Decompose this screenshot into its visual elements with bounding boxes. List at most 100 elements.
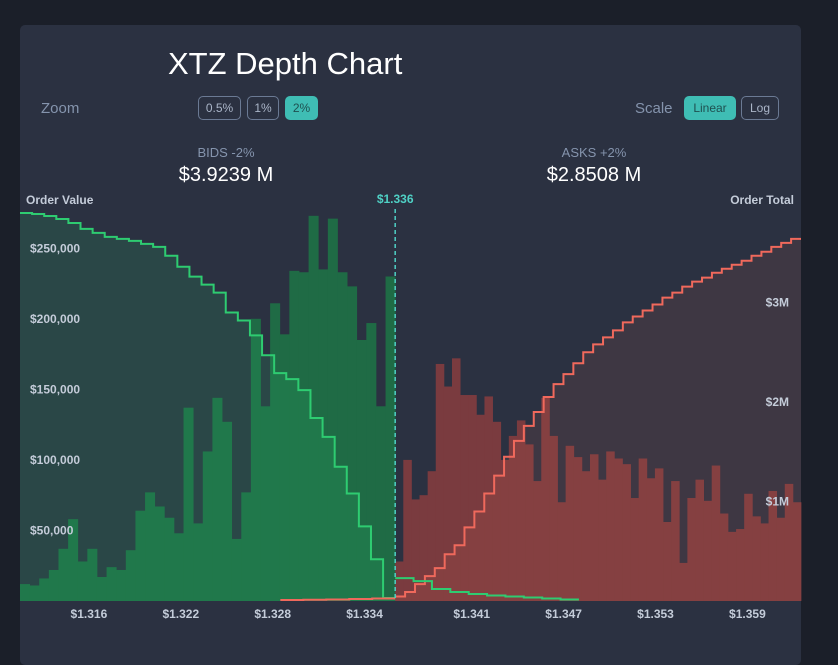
ask-bar (663, 521, 672, 601)
scale-linear-button[interactable]: Linear (684, 96, 736, 120)
x-tick-label: $1.341 (453, 607, 490, 621)
bid-bar (68, 519, 79, 601)
ask-bar (589, 454, 599, 601)
x-tick-label: $1.353 (637, 607, 674, 621)
bid-bar (347, 286, 358, 601)
ask-bar (671, 481, 680, 601)
bid-bar (29, 585, 40, 601)
bid-bar (202, 451, 213, 601)
ask-bar (760, 523, 769, 601)
ask-depth-line (395, 237, 801, 598)
bids-value: $3.9239 M (178, 164, 274, 186)
left-tick-label: $50,000 (30, 523, 74, 537)
ask-bar (606, 451, 615, 601)
ask-bar (541, 397, 550, 601)
bid-bar (96, 577, 107, 601)
ask-bar (411, 499, 420, 601)
ask-bar (500, 459, 510, 601)
ask-bar (784, 483, 794, 601)
ask-bar (476, 414, 485, 601)
ask-bar (614, 458, 623, 601)
left-tick-label: $250,000 (30, 241, 80, 255)
mid-price-label: $1.336 (377, 192, 414, 206)
bid-bar (77, 561, 88, 601)
bid-bar (308, 215, 319, 601)
bid-depth-line (20, 212, 396, 600)
ask-bar (768, 490, 778, 601)
bid-bar (125, 550, 136, 601)
zoom-option-2[interactable]: 2% (285, 96, 318, 120)
ask-bar (435, 363, 445, 601)
page-title: XTZ Depth Chart (168, 46, 403, 81)
ask-bar (744, 493, 753, 601)
bid-bar (145, 492, 156, 601)
ask-bar (711, 465, 721, 601)
x-tick-label: $1.316 (71, 607, 108, 621)
x-tick-label: $1.322 (162, 607, 199, 621)
ask-bar (752, 516, 761, 601)
ask-bar (598, 479, 607, 601)
left-tick-label: $100,000 (30, 453, 80, 467)
ask-bar (565, 445, 575, 601)
ask-bar (792, 502, 802, 601)
bid-bar (164, 517, 175, 601)
ask-tail-line (280, 597, 396, 602)
bid-bar (327, 218, 338, 602)
ask-depth-area (395, 238, 801, 601)
bid-bar (231, 538, 242, 601)
ask-bar (468, 395, 477, 601)
bid-bar (241, 492, 252, 601)
bid-bar (39, 578, 50, 601)
bid-bar (135, 510, 146, 601)
ask-bar (703, 500, 713, 601)
x-tick-label: $1.359 (729, 607, 766, 621)
ask-bar (638, 458, 648, 601)
ask-bar (654, 468, 664, 601)
bid-bar (58, 548, 69, 601)
bid-bar (366, 323, 377, 601)
ask-bar (736, 529, 745, 601)
bid-bar (356, 339, 367, 601)
left-axis-title: Order Value (26, 193, 94, 207)
bid-bar (289, 270, 300, 601)
ask-bar (427, 471, 437, 601)
ask-bar (525, 444, 534, 601)
ask-bar (776, 517, 786, 601)
zoom-option-0-5[interactable]: 0.5% (198, 96, 241, 120)
ask-bar (443, 386, 453, 601)
bid-bar (250, 318, 261, 601)
ask-bar (419, 495, 429, 601)
ask-bar (403, 459, 412, 601)
depth-chart: $1.336 Order Value Order Total $50,000 $100… (20, 192, 802, 621)
ask-bar (452, 358, 461, 601)
bid-bar (260, 406, 271, 601)
ask-bar (622, 464, 631, 601)
zoom-option-1[interactable]: 1% (247, 96, 279, 120)
bid-bar (20, 584, 31, 601)
asks-value: $2.8508 M (546, 164, 642, 186)
bid-bar (298, 272, 310, 601)
bid-bar (212, 397, 223, 601)
ask-bar (492, 421, 502, 601)
ask-bar (581, 471, 591, 601)
ask-bar (395, 561, 404, 601)
ask-bar (695, 479, 705, 601)
bid-bar (375, 406, 386, 601)
zoom-label: Zoom (41, 100, 80, 117)
scale-log-button[interactable]: Log (741, 96, 779, 120)
ask-bar (484, 396, 493, 601)
ask-bar (687, 498, 696, 601)
bid-bar (48, 569, 59, 601)
ask-bar (460, 395, 469, 601)
right-tick-label: $2M (766, 395, 789, 409)
bid-bar (87, 548, 98, 601)
ask-bar (549, 435, 558, 601)
ask-bar (679, 562, 688, 601)
right-axis-title: Order Total (730, 193, 794, 207)
ask-bar (727, 531, 737, 601)
left-tick-label: $150,000 (30, 382, 80, 396)
bid-bar (116, 569, 127, 601)
x-tick-label: $1.328 (254, 607, 291, 621)
ask-bar (630, 498, 640, 601)
ask-bar (573, 457, 583, 601)
